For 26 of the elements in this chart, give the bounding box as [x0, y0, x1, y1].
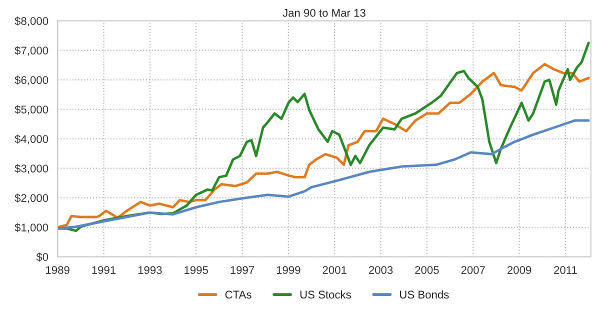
y-tick-label: $7,000 — [14, 46, 48, 56]
legend-label: CTAs — [225, 290, 252, 299]
legend-label: US Stocks — [300, 290, 351, 299]
x-tick-label: 2001 — [322, 266, 346, 274]
x-tick-label: 2011 — [554, 266, 577, 274]
x-tick-label: 1993 — [138, 266, 162, 274]
line-series — [58, 119, 590, 230]
x-tick-label: 1999 — [276, 266, 300, 274]
legend-label: US Bonds — [400, 290, 449, 299]
y-tick-label: $5,000 — [14, 105, 48, 115]
x-tick-label: 2003 — [368, 266, 393, 274]
x-tick-label: 1997 — [230, 266, 254, 274]
y-tick-label: $2,000 — [14, 194, 48, 204]
x-tick-label: 1989 — [46, 266, 70, 274]
x-tick-label: 1995 — [184, 266, 208, 274]
y-tick-label: $1,000 — [14, 223, 48, 233]
x-tick-label: 2005 — [415, 266, 439, 274]
y-tick-label: $6,000 — [14, 76, 48, 86]
x-tick-label: 1991 — [92, 266, 116, 274]
y-tick-label: $4,000 — [14, 134, 48, 144]
y-tick-label: $0 — [36, 252, 48, 262]
x-tick-label: 2009 — [507, 266, 532, 274]
y-tick-label: $8,000 — [14, 16, 48, 26]
chart-title: Jan 90 to Mar 13 — [282, 8, 366, 17]
x-tick-label: 2007 — [461, 266, 485, 274]
y-tick-label: $3,000 — [14, 164, 48, 174]
